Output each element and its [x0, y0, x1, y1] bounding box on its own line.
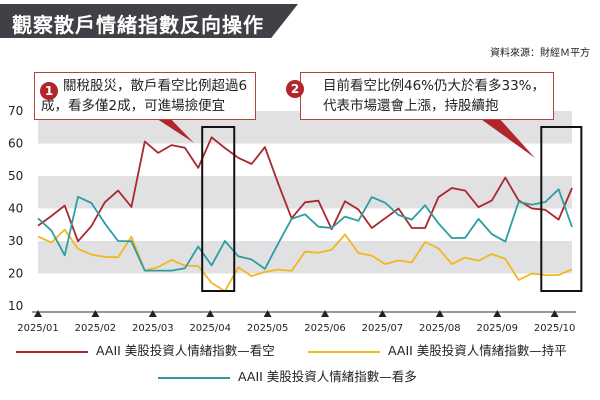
highlight-box-1	[201, 126, 236, 292]
highlight-box-2	[540, 126, 583, 292]
y-tick-label-40: 40	[8, 202, 23, 216]
x-tick-marker-3	[206, 310, 215, 317]
x-tick-label-2025/03: 2025/03	[132, 323, 174, 334]
x-tick-marker-5	[321, 310, 330, 317]
grid-band-0	[38, 241, 572, 274]
legend-item-neutral: AAII 美股投資人情緒指數—持平	[308, 340, 567, 359]
x-tick-marker-4	[263, 310, 272, 317]
legend-swatch-bearish	[16, 350, 88, 353]
x-axis: 2025/01 2025/02 2025/03 2025/04 2025/05 2025/…	[17, 310, 576, 334]
grid-bands	[38, 111, 572, 274]
callout-2-line-2: 代表市場還會上漲，持股續抱	[323, 98, 499, 114]
x-tick-marker-1	[91, 310, 100, 317]
callout-2-arrow	[478, 117, 535, 158]
x-tick-label-2025/10: 2025/10	[534, 323, 576, 334]
x-tick-label-2025/05: 2025/05	[247, 323, 289, 334]
source-note: 資料來源：財經Ｍ平方	[490, 48, 590, 59]
callout-tariff-crash: 關稅股災，散戶看空比例超過6 成，看多僅2成，可進場撿便宜	[34, 72, 257, 120]
legend-item-bearish: AAII 美股投資人情緒指數—看空	[16, 340, 275, 359]
y-tick-label-30: 30	[8, 234, 23, 248]
x-tick-marker-8	[493, 310, 502, 317]
x-tick-label-2025/04: 2025/04	[189, 323, 231, 334]
x-tick-marker-7	[435, 310, 444, 317]
x-tick-label-2025/06: 2025/06	[304, 323, 346, 334]
legend-label-neutral: AAII 美股投資人情緒指數—持平	[388, 343, 567, 358]
y-tick-label-10: 10	[8, 299, 23, 313]
x-tick-label-2025/07: 2025/07	[362, 323, 404, 334]
y-tick-label-50: 50	[8, 169, 23, 183]
y-tick-label-20: 20	[8, 267, 23, 281]
series-line-bearish	[37, 136, 573, 243]
x-tick-marker-9	[550, 310, 559, 317]
y-tick-label-70: 70	[8, 104, 23, 118]
chart-title: 觀察散戶情緒指數反向操作	[12, 13, 264, 37]
legend-swatch-neutral	[308, 350, 380, 353]
series-line-bullish	[37, 188, 573, 272]
title-banner: 觀察散戶情緒指數反向操作	[0, 4, 298, 38]
callout-1-arrow	[148, 113, 194, 143]
x-tick-marker-6	[378, 310, 387, 317]
x-tick-marker-2	[148, 310, 157, 317]
y-axis: 10 20 30 40 50 60 70	[8, 104, 23, 313]
legend-item-bullish: AAII 美股投資人情緒指數—看多	[158, 366, 417, 385]
callout-1-number-badge: 1	[40, 82, 58, 100]
callout-current-ratio: 目前看空比例46%仍大於看多33%， 代表市場還會上漲，持股續抱	[300, 72, 555, 120]
x-tick-marker-0	[34, 310, 42, 317]
x-tick-label-2025/09: 2025/09	[476, 323, 518, 334]
callout-1-line-1: 關稅股災，散戶看空比例超過6	[63, 78, 248, 94]
highlight-boxes	[201, 126, 583, 292]
callout-1-line-2: 成，看多僅2成，可進場撿便宜	[41, 98, 226, 114]
callout-2-number-badge: 2	[286, 80, 304, 98]
x-tick-label-2025/02: 2025/02	[75, 323, 117, 334]
series-lines	[37, 136, 573, 293]
legend-label-bearish: AAII 美股投資人情緒指數—看空	[96, 343, 275, 358]
legend-swatch-bullish	[158, 376, 230, 379]
y-tick-label-60: 60	[8, 137, 23, 151]
legend-label-bullish: AAII 美股投資人情緒指數—看多	[238, 369, 417, 384]
x-tick-label-2025/08: 2025/08	[419, 323, 461, 334]
series-line-neutral	[37, 228, 573, 293]
callout-2-line-1: 目前看空比例46%仍大於看多33%，	[323, 78, 546, 94]
callout-arrows	[148, 113, 535, 158]
x-tick-label-2025/01: 2025/01	[17, 323, 59, 334]
